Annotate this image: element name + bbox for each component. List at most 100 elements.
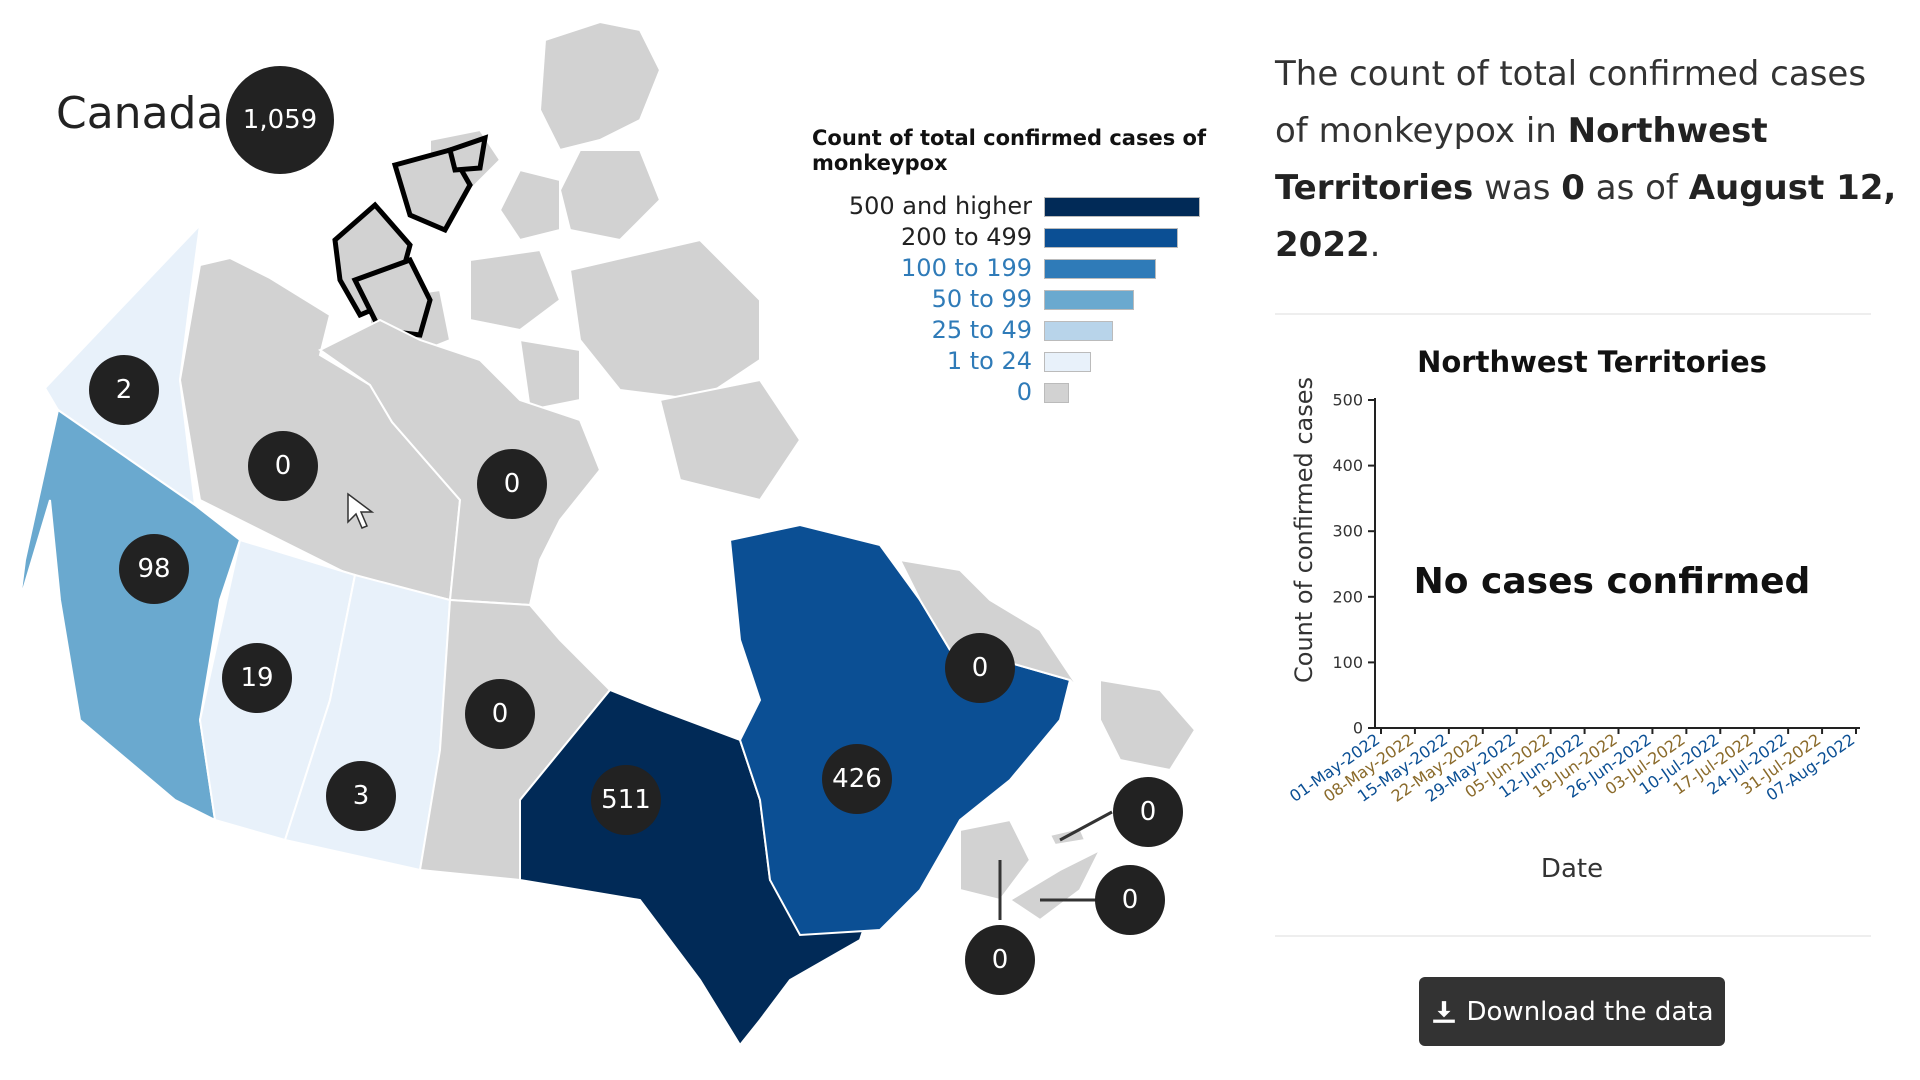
legend-item-swatch bbox=[1044, 352, 1091, 372]
bubble-manitoba: 0 bbox=[465, 679, 535, 749]
y-tick-label: 100 bbox=[1332, 653, 1363, 672]
chart-y-axis-label: Count of confirmed cases bbox=[1290, 377, 1318, 683]
legend-item: 25 to 49 bbox=[812, 316, 1212, 344]
legend-item-swatch bbox=[1044, 197, 1200, 217]
bubble-new-brunswick: 0 bbox=[965, 925, 1035, 995]
legend-item-label: 100 to 199 bbox=[901, 254, 1032, 282]
region-newfoundland-and-labrador[interactable] bbox=[898, 558, 1197, 772]
legend-title: Count of total confirmed cases of monkey… bbox=[812, 126, 1207, 175]
region-new-brunswick[interactable] bbox=[959, 818, 1032, 902]
bubble-count: 426 bbox=[832, 764, 882, 794]
region-nunavut[interactable] bbox=[318, 318, 602, 607]
legend-item-swatch bbox=[1044, 228, 1179, 248]
y-tick-label: 300 bbox=[1332, 522, 1363, 541]
chart-title: Northwest Territories bbox=[1417, 345, 1767, 379]
hudson-bay bbox=[560, 540, 760, 740]
map-legend: Count of total confirmed cases of monkey… bbox=[812, 126, 1212, 406]
bubble-circle bbox=[222, 643, 292, 713]
bubble-count: 0 bbox=[492, 699, 509, 729]
summary-value: 0 bbox=[1561, 168, 1585, 208]
chart-x-axis-label: Date bbox=[1541, 854, 1603, 884]
bubble-count: 0 bbox=[1140, 797, 1157, 827]
connector-lines bbox=[998, 810, 1113, 920]
legend-item-label: 50 to 99 bbox=[931, 285, 1032, 313]
bubble-circle bbox=[477, 449, 547, 519]
bubble-saskatchewan: 3 bbox=[326, 761, 396, 831]
summary-as-of: as of bbox=[1595, 168, 1678, 208]
bubble-count: 0 bbox=[275, 451, 292, 481]
legend-item: 0 bbox=[812, 378, 1212, 406]
bubble-circle bbox=[465, 679, 535, 749]
legend-item-label: 500 and higher bbox=[848, 192, 1032, 220]
bubble-ontario: 511 bbox=[591, 765, 661, 835]
bubble-count: 98 bbox=[137, 554, 170, 584]
bubble-count: 0 bbox=[992, 945, 1009, 975]
summary-date: August 12, 2022 bbox=[1275, 168, 1897, 265]
country-total-text: 1,059 bbox=[243, 105, 317, 135]
download-data-button[interactable]: Download the data bbox=[1419, 977, 1725, 1046]
bubble-circle bbox=[248, 431, 318, 501]
bubble-circle bbox=[591, 765, 661, 835]
bubble-circle bbox=[326, 761, 396, 831]
legend-item: 50 to 99 bbox=[812, 285, 1212, 313]
nwt-arctic-islands bbox=[332, 134, 489, 338]
bubble-count: 511 bbox=[601, 785, 651, 815]
legend-item: 200 to 499 bbox=[812, 223, 1212, 251]
bubble-nunavut: 0 bbox=[477, 449, 547, 519]
bubble-yukon: 2 bbox=[89, 355, 159, 425]
legend-item-swatch bbox=[1044, 321, 1113, 341]
y-tick-label: 400 bbox=[1332, 456, 1363, 475]
legend-item: 100 to 199 bbox=[812, 254, 1212, 282]
bubble-circle bbox=[1113, 777, 1183, 847]
no-cases-annotation: No cases confirmed bbox=[1414, 561, 1811, 602]
bubble-nova-scotia: 0 bbox=[1095, 865, 1165, 935]
bubble-count: 2 bbox=[116, 375, 133, 405]
bubble-prince-edward-island: 0 bbox=[1113, 777, 1183, 847]
download-icon bbox=[1432, 1000, 1455, 1023]
legend-item-swatch bbox=[1044, 259, 1157, 279]
download-label: Download the data bbox=[1466, 996, 1714, 1027]
y-tick-label: 0 bbox=[1353, 719, 1363, 738]
bubble-circle bbox=[822, 744, 892, 814]
bubble-circle bbox=[945, 633, 1015, 703]
legend-item-swatch bbox=[1044, 290, 1135, 310]
bubble-count: 3 bbox=[353, 781, 370, 811]
bubble-british-columbia: 98 bbox=[119, 534, 189, 604]
summary-region: Northwest Territories bbox=[1275, 111, 1768, 208]
bubble-count: 0 bbox=[972, 653, 989, 683]
legend-item-label: 25 to 49 bbox=[931, 316, 1032, 344]
arctic-islands bbox=[369, 20, 802, 502]
legend-item-label: 1 to 24 bbox=[946, 347, 1032, 375]
bubble-circle bbox=[89, 355, 159, 425]
summary-middle: was bbox=[1484, 168, 1551, 208]
bubble-circle bbox=[119, 534, 189, 604]
bubble-newfoundland-and-labrador: 0 bbox=[945, 633, 1015, 703]
chart-axes: 010020030040050001-May-202208-May-202215… bbox=[1286, 391, 1860, 806]
legend-item-label: 0 bbox=[1016, 378, 1032, 406]
summary-end: . bbox=[1369, 225, 1381, 265]
bubble-count: 0 bbox=[1122, 885, 1139, 915]
y-tick-label: 500 bbox=[1332, 391, 1363, 410]
summary-text: The count of total confirmed cases of mo… bbox=[1275, 46, 1905, 274]
bubble-circle bbox=[965, 925, 1035, 995]
mouse-cursor-icon bbox=[347, 492, 375, 529]
summary-prefix: The count of total confirmed cases of mo… bbox=[1275, 54, 1867, 151]
bubble-quebec: 426 bbox=[822, 744, 892, 814]
legend-item-swatch bbox=[1044, 383, 1069, 403]
legend-item-label: 200 to 499 bbox=[901, 223, 1032, 251]
bubble-alberta: 19 bbox=[222, 643, 292, 713]
bubble-northwest-territories: 0 bbox=[248, 431, 318, 501]
region-nova-scotia[interactable] bbox=[1008, 847, 1103, 922]
legend-item: 1 to 24 bbox=[812, 347, 1212, 375]
cases-chart: Northwest Territories Count of confirmed… bbox=[1286, 345, 1860, 884]
bubble-count: 0 bbox=[504, 469, 521, 499]
bubble-circle bbox=[1095, 865, 1165, 935]
divider-top bbox=[1275, 313, 1871, 315]
divider-bottom bbox=[1275, 935, 1871, 937]
bubble-count: 19 bbox=[240, 663, 273, 693]
country-total-bubble: 1,059 bbox=[226, 66, 334, 174]
y-tick-label: 200 bbox=[1332, 587, 1363, 606]
country-name: Canada bbox=[56, 88, 224, 139]
region-count-bubbles: 2 0 0 98 19 3 0 511 426 0 0 0 0 bbox=[89, 355, 1183, 995]
